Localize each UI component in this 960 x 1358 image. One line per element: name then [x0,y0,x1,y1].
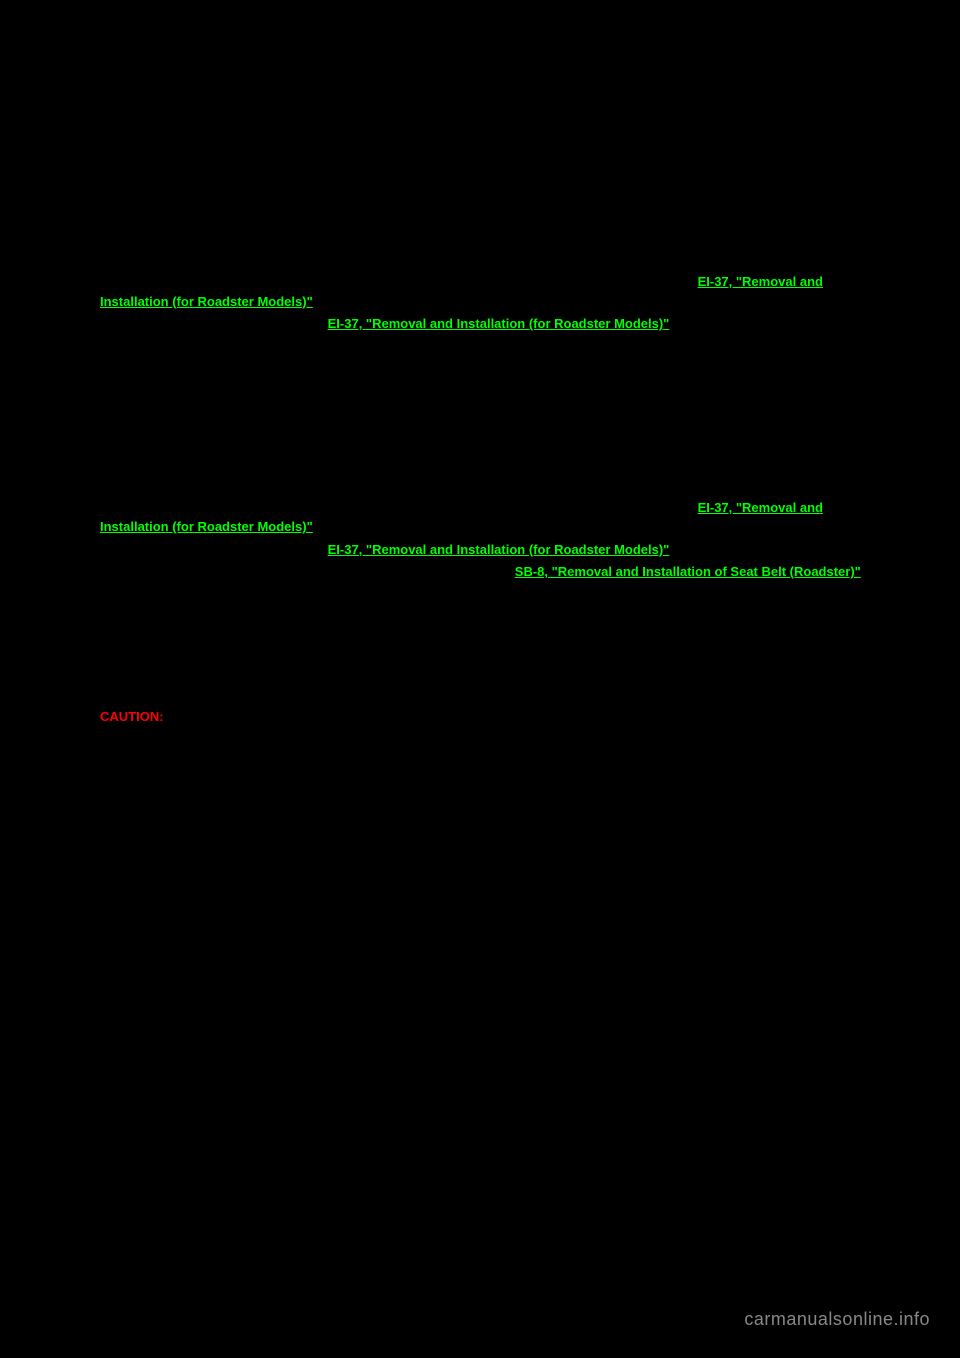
installation-text-2: Install in the reverse order of removal. [100,684,890,704]
step-item: 1. Remove kicking plate inner and dash s… [100,272,890,311]
step-2-text-pre-2: 2. Remove kicking plate outer. Refer to [100,542,328,557]
watermark: carmanualsonline.info [744,1309,930,1330]
page-title: BODY SIDE TRIM [100,118,890,133]
step-item: 2. Remove kicking plate outer. Refer to … [100,314,890,334]
removal-heading-1: REMOVAL [100,251,890,266]
step-item: 3. Remove seat belt outer anchor and ret… [100,562,890,582]
section-heading-rear-side-finisher: Rear Side Finisher [100,193,890,211]
step-1-text-post-2: . [313,519,320,534]
step-3-text-pre: 3. Remove seat belt outer anchor and ret… [100,564,515,579]
step-3-text-post: . [861,564,868,579]
installation-heading-2: INSTALLATION [100,663,890,678]
step-1-text-pre: 1. Remove kicking plate inner and dash s… [100,274,698,289]
step-2-text-pre: 2. Remove kicking plate outer. Refer to [100,316,328,331]
step-item: 4. Remove door lock striker plate. [100,585,890,605]
link-ei37-2[interactable]: EI-37, "Removal and Installation (for Ro… [328,316,670,331]
step-2-text-post: . [669,316,676,331]
step-item: 3. Remove clips and metal clips of rear … [100,337,890,357]
installation-text-1: Install in the reverse order of removal. [100,391,890,411]
link-sb8[interactable]: SB-8, "Removal and Installation of Seat … [515,564,861,579]
step-1-text-pre-2: 1. Remove kicking plate inner and dash s… [100,500,698,515]
step-1-text-post: . [313,294,320,309]
step-item: 6. Remove clips and metal clips of rear … [100,630,890,650]
step-item: 2. Remove kicking plate outer. Refer to … [100,540,890,560]
step-2-text-post-2: . [669,542,676,557]
section-heading-rear-finisher: Rear Finisher [100,441,890,457]
caution-text: During installation, the front 1 clip an… [100,729,890,744]
removal-heading-2: REMOVAL [100,477,890,492]
caution-label: CAUTION: [100,709,164,724]
caution-line: CAUTION: [100,707,890,727]
link-ei37-4[interactable]: EI-37, "Removal and Installation (for Ro… [328,542,670,557]
page-number: EI-40 [100,60,890,78]
installation-heading-1: INSTALLATION [100,370,890,385]
step-item: 5. Open soft top, remove clips, metal cl… [100,607,890,627]
step-item: 1. Remove kicking plate inner and dash s… [100,498,890,537]
